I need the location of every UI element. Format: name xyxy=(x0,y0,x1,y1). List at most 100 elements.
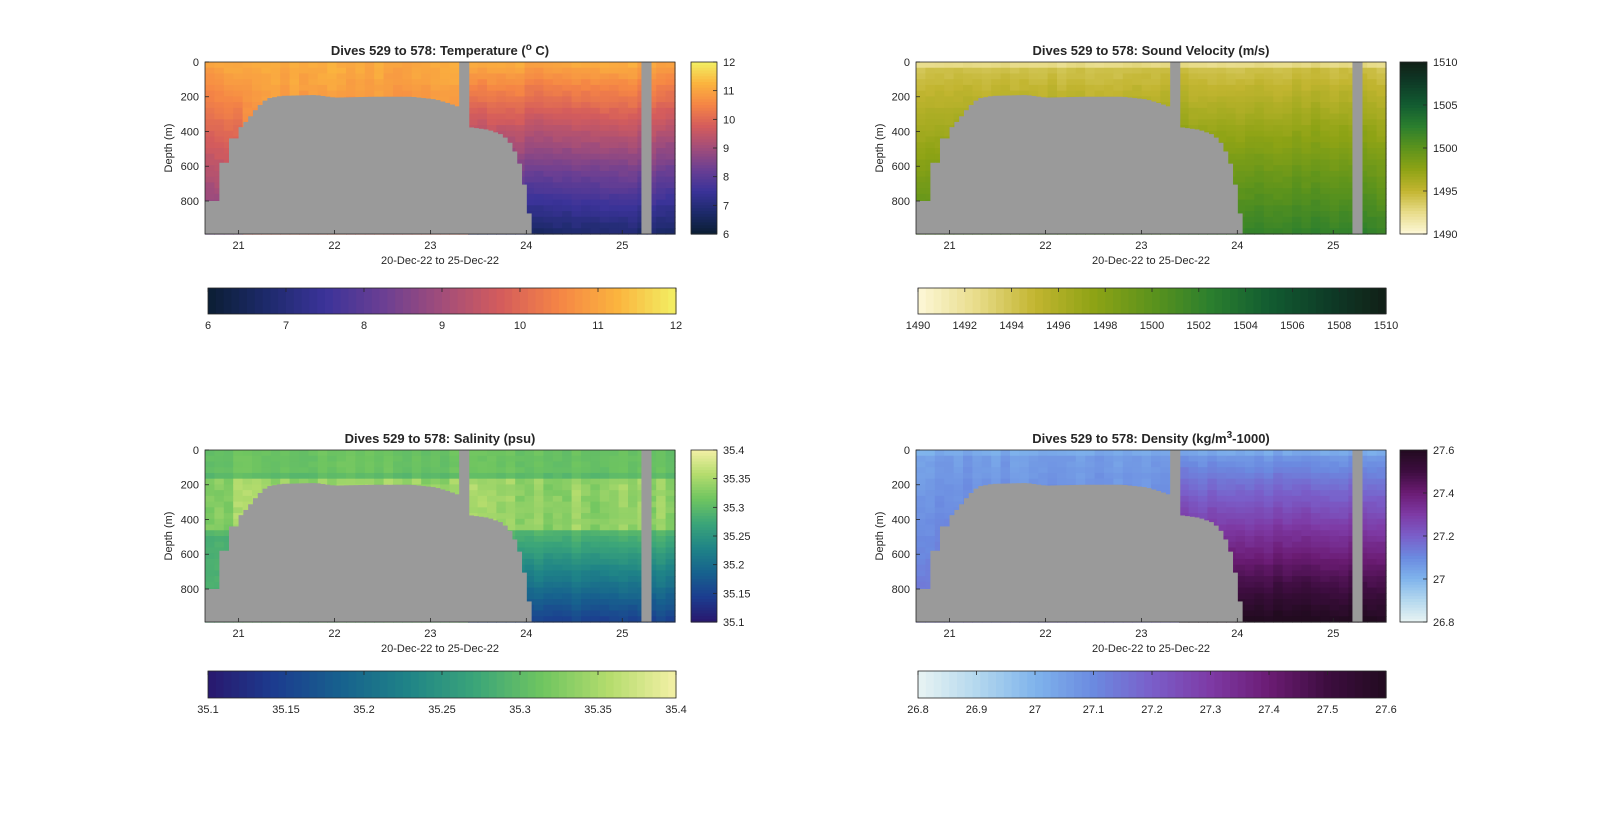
heatmap-cell xyxy=(1311,137,1321,143)
colorbar-segment xyxy=(1097,288,1105,314)
heatmap-cell xyxy=(1367,188,1377,194)
heatmap-cell xyxy=(553,536,563,542)
heatmap-cell xyxy=(562,576,572,582)
heatmap-cell xyxy=(1019,68,1029,74)
heatmap-cell xyxy=(1123,68,1133,74)
heatmap-cell xyxy=(590,102,600,108)
heatmap-cell xyxy=(1292,119,1302,125)
heatmap-cell xyxy=(374,73,384,79)
heatmap-cell xyxy=(534,114,544,120)
colorbar-segment xyxy=(255,288,263,314)
heatmap-cell xyxy=(1160,79,1170,85)
heatmap-cell xyxy=(553,507,563,513)
heatmap-cell xyxy=(656,473,666,479)
heatmap-cell xyxy=(478,473,488,479)
seafloor-mask xyxy=(1194,129,1199,234)
seafloor-mask xyxy=(1065,97,1070,234)
heatmap-cell xyxy=(619,559,629,565)
heatmap-cell xyxy=(572,611,582,617)
heatmap-cell xyxy=(1339,68,1349,74)
heatmap-cell xyxy=(553,593,563,599)
heatmap-cell xyxy=(1283,79,1293,85)
heatmap-cell xyxy=(543,62,553,68)
heatmap-cell xyxy=(346,91,356,97)
heatmap-cell xyxy=(346,461,356,467)
heatmap-cell xyxy=(1367,62,1377,68)
heatmap-cell xyxy=(666,91,676,97)
heatmap-cell xyxy=(619,456,629,462)
heatmap-cell xyxy=(543,599,553,605)
heatmap-cell xyxy=(628,456,638,462)
heatmap-cell xyxy=(562,159,572,165)
heatmap-cell xyxy=(1301,188,1311,194)
heatmap-cell xyxy=(224,79,234,85)
heatmap-cell xyxy=(337,68,347,74)
heatmap-cell xyxy=(421,85,431,91)
heatmap-cell xyxy=(534,605,544,611)
heatmap-cell xyxy=(619,137,629,143)
heatmap-cell xyxy=(1057,91,1067,97)
heatmap-cell xyxy=(590,114,600,120)
seafloor-mask xyxy=(215,201,220,234)
colorbar-segment xyxy=(348,288,356,314)
heatmap-cell xyxy=(1019,85,1029,91)
heatmap-cell xyxy=(1301,96,1311,102)
heatmap-cell xyxy=(534,62,544,68)
heatmap-cell xyxy=(1245,68,1255,74)
heatmap-cell xyxy=(299,68,309,74)
heatmap-cell xyxy=(553,137,563,143)
heatmap-cell xyxy=(600,547,610,553)
x-tick-label: 22 xyxy=(328,240,340,252)
heatmap-cell xyxy=(666,553,676,559)
colorbar-segment xyxy=(1027,288,1035,314)
heatmap-cell xyxy=(205,171,215,177)
heatmap-cell xyxy=(506,479,516,485)
colorbar-segment xyxy=(1121,288,1129,314)
colorbar-segment xyxy=(1246,288,1254,314)
heatmap-cell xyxy=(590,507,600,513)
heatmap-cell xyxy=(666,96,676,102)
heatmap-cell xyxy=(590,611,600,617)
heatmap-cell xyxy=(1254,137,1264,143)
heatmap-cell xyxy=(581,588,591,594)
heatmap-cell xyxy=(525,553,535,559)
y-tick-label: 600 xyxy=(181,161,199,173)
heatmap-cell xyxy=(543,490,553,496)
heatmap-cell xyxy=(214,530,224,536)
heatmap-cell xyxy=(1207,119,1217,125)
heatmap-cell xyxy=(506,114,516,120)
heatmap-cell xyxy=(1095,91,1105,97)
heatmap-cell xyxy=(1301,119,1311,125)
heatmap-cell xyxy=(1236,159,1246,165)
heatmap-cell xyxy=(543,496,553,502)
heatmap-cell xyxy=(1001,68,1011,74)
colorbar-segment xyxy=(918,288,926,314)
colorbar-tick-label: 9 xyxy=(723,143,729,155)
heatmap-cell xyxy=(619,142,629,148)
heatmap-cell xyxy=(525,519,535,525)
heatmap-cell xyxy=(393,473,403,479)
heatmap-cell xyxy=(1264,85,1274,91)
heatmap-cell xyxy=(1245,119,1255,125)
heatmap-cell xyxy=(402,85,412,91)
heatmap-cell xyxy=(214,85,224,91)
heatmap-cell xyxy=(925,148,935,154)
heatmap-cell xyxy=(534,119,544,125)
heatmap-cell xyxy=(515,502,525,508)
heatmap-cell xyxy=(656,565,666,571)
heatmap-cell xyxy=(619,525,629,531)
heatmap-cell xyxy=(935,73,945,79)
heatmap-cell xyxy=(553,456,563,462)
heatmap-cell xyxy=(619,565,629,571)
seafloor-mask xyxy=(287,96,292,234)
heatmap-cell xyxy=(581,456,591,462)
heatmap-cell xyxy=(543,188,553,194)
heatmap-cell xyxy=(1189,119,1199,125)
heatmap-cell xyxy=(609,137,619,143)
heatmap-cell xyxy=(1320,125,1330,131)
heatmap-cell xyxy=(600,559,610,565)
heatmap-cell xyxy=(628,177,638,183)
heatmap-cell xyxy=(619,588,629,594)
heatmap-cell xyxy=(506,484,516,490)
heatmap-cell xyxy=(572,79,582,85)
